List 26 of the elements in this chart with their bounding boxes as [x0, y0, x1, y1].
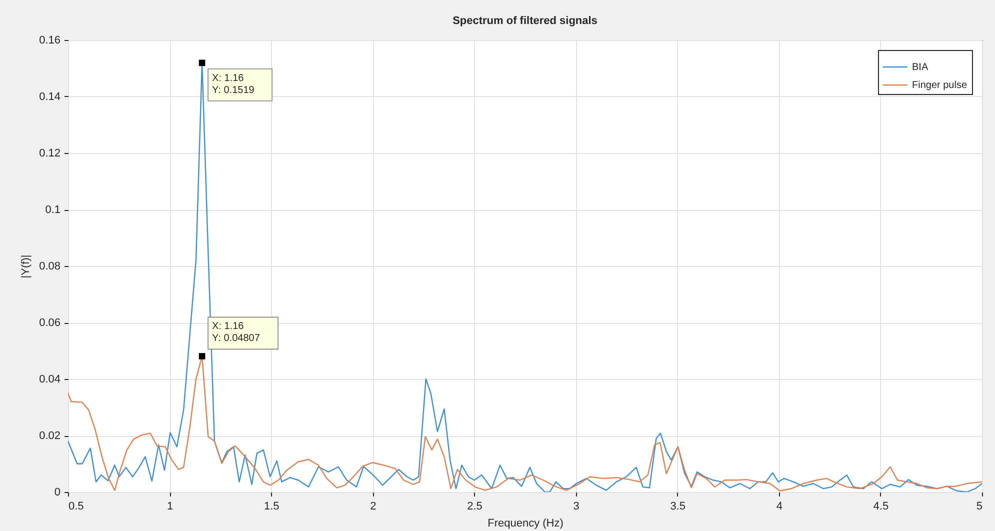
y-tick-label: 0.04 [39, 374, 60, 386]
y-tick-label: 0.06 [39, 317, 60, 329]
y-tick-label: 0.08 [39, 260, 60, 272]
y-tick-label: 0.02 [39, 430, 60, 442]
legend-label: Finger pulse [912, 80, 968, 91]
y-tick-label: 0.16 [39, 34, 60, 46]
x-tick-label: 3 [573, 500, 580, 512]
x-tick-label: 1 [166, 500, 174, 512]
x-tick-label: 0.5 [68, 500, 84, 512]
y-tick-label: 0.1 [45, 204, 60, 216]
x-tick-label: 4.5 [873, 500, 889, 512]
x-tick-label: 1.5 [264, 500, 280, 512]
x-axis-title: Frequency (Hz) [488, 518, 564, 530]
x-tick-label: 4 [776, 500, 782, 512]
y-tick-label: 0.12 [39, 148, 60, 160]
x-tick-label: 2.5 [467, 500, 482, 512]
annotation: X: 1.16 Y: 0.1519 [212, 72, 255, 96]
x-tick-label: 5 [976, 500, 982, 512]
annotation: X: 1.16 Y: 0.04807 [212, 321, 260, 344]
x-tick-label: 2 [370, 500, 376, 512]
chart-title: Spectrum of filtered signals [452, 15, 598, 27]
y-axis-title: |Y(f)| [20, 254, 32, 278]
legend-label: BIA [912, 62, 928, 73]
x-tick-label: 3.5 [670, 500, 686, 512]
y-tick-label: 0.14 [39, 91, 60, 103]
y-tick-label: 0 [54, 486, 60, 498]
